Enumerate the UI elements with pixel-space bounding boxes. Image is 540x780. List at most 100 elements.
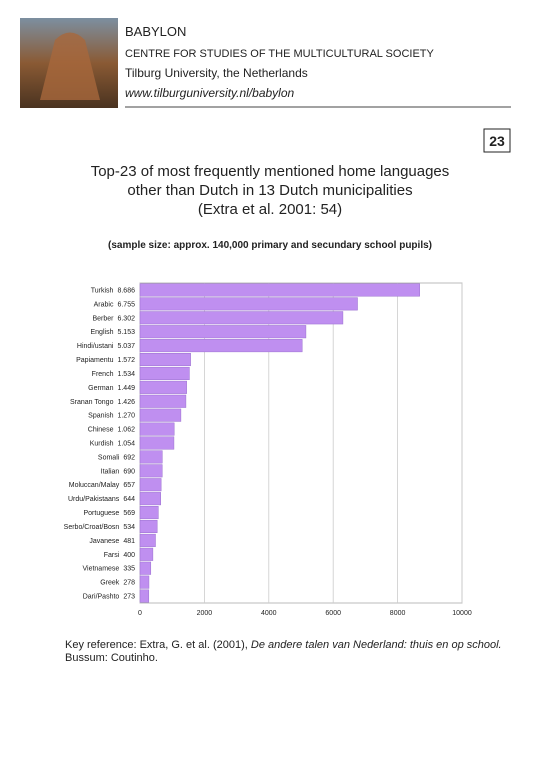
category-name: Portuguese (84, 510, 120, 517)
category-label: Javanese 481 (89, 538, 135, 545)
bar (139, 547, 154, 561)
category-label: Urdu/Pakistaans 644 (68, 496, 135, 503)
value-label: 692 (123, 454, 135, 461)
category-name: Dari/Pashto (83, 594, 120, 601)
category-name: Vietnamese (82, 566, 119, 573)
category-label: English 5.153 (91, 329, 136, 336)
category-name: Sranan Tongo (70, 399, 114, 406)
value-label: 8.686 (117, 287, 135, 294)
category-name: Italian (101, 468, 120, 475)
bar (139, 436, 175, 450)
bar (139, 492, 161, 506)
category-label: Dari/Pashto 273 (83, 594, 135, 601)
value-label: 1.270 (117, 413, 135, 420)
bar (139, 325, 307, 339)
category-label: Turkish 8.686 (91, 287, 135, 294)
x-tick-label: 2000 (197, 610, 213, 617)
value-label: 278 (123, 580, 135, 587)
page-number-box (483, 128, 511, 153)
value-label: 1.572 (117, 357, 135, 364)
value-label: 569 (123, 510, 135, 517)
value-label: 5.037 (117, 343, 135, 350)
category-label: Vietnamese 335 (82, 566, 135, 573)
bar (139, 394, 187, 408)
value-label: 1.449 (117, 385, 135, 392)
value-label: 1.426 (117, 399, 135, 406)
value-label: 273 (123, 594, 135, 601)
category-label: Chinese 1.062 (88, 427, 135, 434)
category-name: Arabic (94, 301, 114, 308)
category-name: Spanish (88, 413, 113, 420)
bar (139, 297, 358, 311)
bar (139, 575, 150, 589)
subtitle: (sample size: approx. 140,000 primary an… (108, 240, 432, 251)
category-name: Moluccan/Malay (69, 482, 120, 489)
value-label: 5.153 (117, 329, 135, 336)
bar (139, 283, 420, 297)
bar (139, 366, 190, 380)
value-label: 534 (123, 524, 135, 531)
bar (139, 311, 344, 325)
x-tick-label: 10000 (452, 610, 472, 617)
category-name: Serbo/Croat/Bosn (64, 524, 120, 531)
bar (139, 533, 156, 547)
bar (139, 589, 150, 603)
category-name: German (88, 385, 113, 392)
header-org: BABYLON (125, 24, 186, 39)
category-label: Berber 6.302 (92, 315, 135, 322)
bar (139, 380, 187, 394)
x-tick-label: 4000 (261, 610, 277, 617)
category-name: Hindi/ustani (77, 343, 114, 350)
category-name: Chinese (88, 427, 114, 434)
value-label: 644 (123, 496, 135, 503)
bar (139, 408, 182, 422)
category-label: French 1.534 (92, 371, 135, 378)
category-label: Sranan Tongo 1.426 (70, 399, 135, 406)
key-publisher: Bussum: Coutinho. (65, 652, 158, 664)
bar (139, 464, 163, 478)
value-label: 400 (123, 552, 135, 559)
key-reference: Key reference: Extra, G. et al. (2001), … (65, 639, 502, 651)
bar (139, 506, 159, 520)
value-label: 1.062 (117, 427, 135, 434)
key-book: De andere talen van Nederland: thuis en … (251, 639, 502, 651)
value-label: 6.302 (117, 315, 135, 322)
category-label: Somali 692 (98, 454, 135, 461)
category-name: Turkish (91, 287, 114, 294)
category-name: Kurdish (90, 441, 114, 448)
title-line: Top-23 of most frequently mentioned home… (91, 163, 450, 180)
bar (139, 450, 163, 464)
bar (139, 561, 152, 575)
category-label: Portuguese 569 (84, 510, 136, 517)
category-label: Italian 690 (101, 468, 135, 475)
value-label: 657 (123, 482, 135, 489)
category-label: Serbo/Croat/Bosn 534 (64, 524, 135, 531)
value-label: 335 (123, 566, 135, 573)
category-name: French (92, 371, 114, 378)
category-label: Kurdish 1.054 (90, 441, 135, 448)
title-line: (Extra et al. 2001: 54) (198, 201, 342, 218)
title-line: other than Dutch in 13 Dutch municipalit… (127, 182, 412, 199)
category-label: Moluccan/Malay 657 (69, 482, 135, 489)
header-url: www.tilburguniversity.nl/babylon (125, 86, 295, 100)
bar (139, 422, 175, 436)
value-label: 481 (123, 538, 135, 545)
category-name: Urdu/Pakistaans (68, 496, 120, 503)
category-name: Papiamentu (76, 357, 113, 364)
category-label: Arabic 6.755 (94, 301, 135, 308)
category-name: Somali (98, 454, 120, 461)
header-university: Tilburg University, the Netherlands (125, 66, 308, 80)
page-number: 23 (489, 133, 505, 149)
category-label: German 1.449 (88, 385, 135, 392)
title-block: Top-23 of most frequently mentioned home… (91, 163, 450, 218)
category-name: Farsi (104, 552, 120, 559)
logo-tower (40, 32, 100, 100)
value-label: 1.534 (117, 371, 135, 378)
key-lead: Key reference: Extra, G. et al. (2001), (65, 639, 251, 651)
category-name: English (91, 329, 114, 336)
bar (139, 339, 303, 353)
bar (139, 478, 162, 492)
value-label: 1.054 (117, 441, 135, 448)
